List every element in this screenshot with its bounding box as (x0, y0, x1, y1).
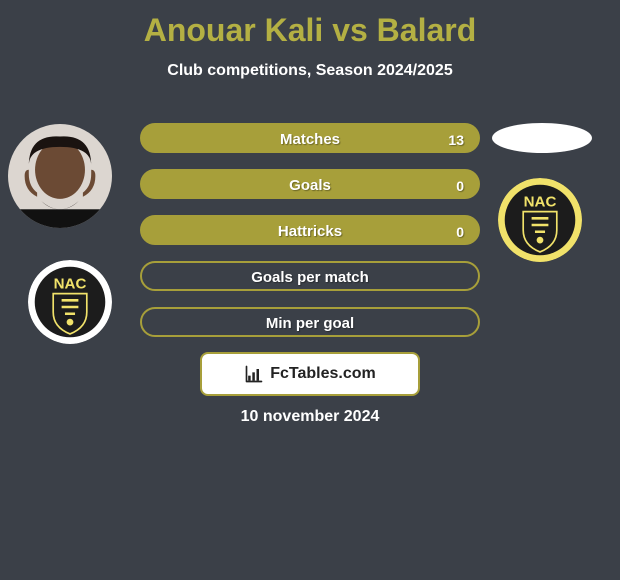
stat-bar: Min per goal (140, 307, 480, 337)
stat-bar-value: 13 (448, 125, 464, 155)
svg-text:NAC: NAC (54, 276, 87, 293)
stat-bar-label: Min per goal (142, 309, 478, 339)
player-left-avatar (8, 124, 112, 228)
page-subtitle: Club competitions, Season 2024/2025 (0, 62, 620, 80)
stat-bar-label: Goals (142, 171, 478, 201)
stat-bar-label: Matches (142, 125, 478, 155)
player-left-club-badge: NAC (28, 260, 112, 344)
player-right-avatar (492, 123, 592, 153)
avatar-placeholder-icon (8, 124, 112, 228)
player-right-club-badge: NAC (498, 178, 582, 262)
stat-bar: Hattricks0 (140, 215, 480, 245)
stat-bar-value: 0 (456, 171, 464, 201)
fctables-logo-text: FcTables.com (270, 365, 376, 383)
svg-text:NAC: NAC (524, 194, 557, 211)
stat-bar: Goals0 (140, 169, 480, 199)
stat-bar: Goals per match (140, 261, 480, 291)
club-badge-icon: NAC (498, 178, 582, 262)
generated-date: 10 november 2024 (0, 408, 620, 426)
stat-bar: Matches13 (140, 123, 480, 153)
comparison-bars: Matches13Goals0Hattricks0Goals per match… (140, 123, 480, 353)
stat-bar-label: Hattricks (142, 217, 478, 247)
club-badge-icon: NAC (28, 260, 112, 344)
fctables-logo: FcTables.com (200, 352, 420, 396)
page-title: Anouar Kali vs Balard (0, 12, 620, 49)
stat-bar-value: 0 (456, 217, 464, 247)
stat-bar-label: Goals per match (142, 263, 478, 293)
bar-chart-icon (244, 364, 264, 384)
